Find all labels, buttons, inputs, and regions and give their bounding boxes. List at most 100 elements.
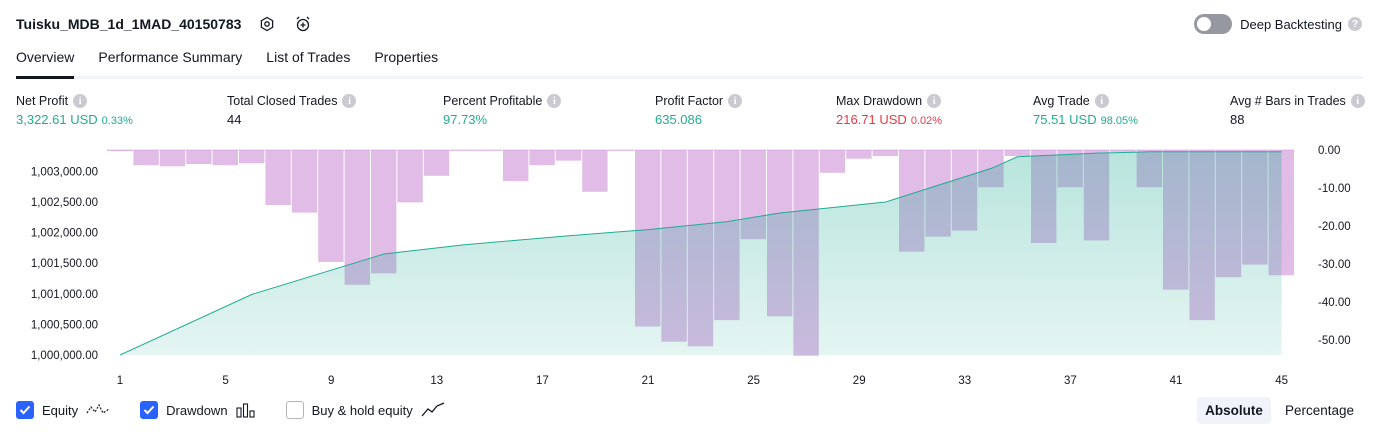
equity-drawdown-chart[interactable]: 1,003,000.00 1,002,500.00 1,002,000.00 1,00…: [0, 140, 1379, 390]
drawdown-bar: [555, 150, 582, 161]
x-axis-tick-label: 33: [958, 375, 971, 387]
right-axis-tick-label: -10.00: [1318, 183, 1351, 195]
legend-drawdown[interactable]: Drawdown: [140, 401, 255, 419]
metric-total-closed-trades: Total Closed Trades i 44: [227, 94, 357, 127]
drawdown-bar: [107, 150, 133, 152]
drawdown-bar: [318, 150, 344, 262]
drawdown-bar: [397, 150, 423, 203]
right-axis-tick-label: -40.00: [1318, 297, 1351, 309]
buy-hold-checkbox[interactable]: [285, 401, 304, 419]
x-axis-tick-label: 1: [117, 375, 123, 387]
legend-buy-hold-equity[interactable]: Buy & hold equity: [285, 401, 445, 419]
drawdown-bars-icon: [236, 402, 256, 418]
metric-percent: 0.02%: [910, 115, 943, 127]
drawdown-bar: [846, 150, 872, 159]
drawdown-bar: [1110, 150, 1136, 152]
add-alert-icon[interactable]: [293, 14, 313, 34]
legend-label: Buy & hold equity: [311, 402, 413, 418]
drawdown-bar: [133, 150, 159, 166]
metric-label: Avg # Bars in Trades: [1230, 94, 1346, 108]
equity-line-icon: [86, 402, 110, 418]
settings-icon[interactable]: [257, 14, 277, 34]
x-axis-tick-label: 13: [430, 375, 443, 387]
metric-value: 216.71 USD: [836, 112, 907, 127]
drawdown-bar: [159, 150, 186, 167]
left-axis-tick-label: 1,000,000.00: [31, 350, 98, 362]
deep-backtesting-control: Deep Backtesting ?: [1194, 14, 1362, 34]
metric-label: Net Profit: [16, 94, 69, 108]
metric-value: 44: [227, 112, 242, 127]
x-axis-tick-label: 5: [222, 375, 228, 387]
drawdown-bar: [582, 150, 608, 192]
tab-list-of-trades[interactable]: List of Trades: [266, 49, 351, 65]
left-axis-tick-label: 1,002,500.00: [31, 197, 98, 209]
left-axis-tick-label: 1,000,500.00: [31, 319, 98, 331]
mode-absolute[interactable]: Absolute: [1197, 397, 1271, 424]
x-axis-tick-label: 41: [1170, 375, 1183, 387]
info-icon[interactable]: i: [927, 94, 942, 108]
deep-backtesting-label: Deep Backtesting: [1240, 16, 1342, 32]
metric-net-profit: Net Profit i 3,322.61 USD 0.33%: [16, 94, 133, 127]
x-axis-tick-label: 9: [328, 375, 334, 387]
metric-max-drawdown: Max Drawdown i 216.71 USD 0.02%: [836, 94, 942, 127]
left-axis-tick-label: 1,003,000.00: [31, 166, 98, 178]
x-axis-tick-label: 17: [536, 375, 549, 387]
left-axis-tick-label: 1,001,500.00: [31, 258, 98, 270]
equity-checkbox[interactable]: [16, 401, 34, 419]
drawdown-bar: [239, 150, 265, 164]
metric-value: 75.51 USD: [1033, 112, 1097, 127]
metric-value: 88: [1230, 112, 1245, 127]
metric-avg-trade: Avg Trade i 75.51 USD 98.05%: [1033, 94, 1138, 127]
metric-label: Profit Factor: [655, 94, 724, 108]
info-icon[interactable]: i: [728, 94, 743, 108]
tab-properties[interactable]: Properties: [374, 49, 439, 65]
drawdown-bar: [423, 150, 450, 176]
x-axis-tick-label: 29: [853, 375, 866, 387]
metric-profit-factor: Profit Factor i 635.086: [655, 94, 743, 127]
chart-legend: Equity Drawdown Buy & hold equity: [16, 401, 475, 419]
tab-performance-summary[interactable]: Performance Summary: [98, 49, 243, 65]
drawdown-bar: [503, 150, 529, 182]
metric-value: 635.086: [655, 112, 702, 127]
info-icon[interactable]: i: [547, 94, 562, 108]
drawdown-checkbox[interactable]: [140, 401, 159, 419]
metric-percent: 98.05%: [1100, 115, 1138, 127]
legend-equity[interactable]: Equity: [16, 401, 110, 419]
drawdown-bar: [212, 150, 238, 166]
right-axis-tick-label: -20.00: [1318, 221, 1351, 233]
info-icon[interactable]: i: [1094, 94, 1109, 108]
info-icon[interactable]: i: [1350, 94, 1365, 108]
metric-label: Percent Profitable: [443, 94, 543, 108]
drawdown-bar: [476, 150, 502, 151]
drawdown-bar: [819, 150, 846, 173]
metric-label: Total Closed Trades: [227, 94, 338, 108]
right-axis-tick-label: 0.00: [1318, 145, 1340, 157]
report-header: Tuisku_MDB_1d_1MAD_40150783: [16, 14, 313, 34]
x-axis-tick-label: 45: [1275, 375, 1288, 387]
metric-label: Avg Trade: [1033, 94, 1090, 108]
left-axis-tick-label: 1,001,000.00: [31, 289, 98, 301]
mode-percentage[interactable]: Percentage: [1284, 403, 1354, 418]
info-icon[interactable]: i: [73, 94, 88, 108]
metric-value: 3,322.61 USD: [16, 112, 98, 127]
right-axis-tick-label: -50.00: [1318, 335, 1351, 347]
deep-backtesting-toggle[interactable]: [1194, 14, 1233, 34]
right-axis-tick-label: -30.00: [1318, 259, 1351, 271]
info-icon[interactable]: i: [342, 94, 357, 108]
drawdown-bar: [291, 150, 318, 213]
tab-overview[interactable]: Overview: [16, 49, 75, 79]
metric-avg-bars-in-trades: Avg # Bars in Trades i 88: [1230, 94, 1365, 127]
left-axis-tick-label: 1,002,000.00: [31, 228, 98, 240]
equity-area: [120, 151, 1282, 355]
x-axis-tick-label: 21: [642, 375, 655, 387]
help-icon[interactable]: ?: [1348, 17, 1362, 31]
metric-percent: 0.33%: [101, 115, 133, 127]
x-axis-tick-label: 37: [1064, 375, 1077, 387]
report-tabs: Overview Performance Summary List of Tra…: [16, 49, 1363, 79]
drawdown-bar: [608, 150, 634, 151]
drawdown-bar: [872, 150, 898, 157]
value-mode-switch: Absolute Percentage: [1191, 397, 1362, 424]
x-axis-tick-label: 25: [747, 375, 760, 387]
buyhold-line-icon: [421, 402, 445, 418]
legend-label: Drawdown: [166, 402, 228, 418]
